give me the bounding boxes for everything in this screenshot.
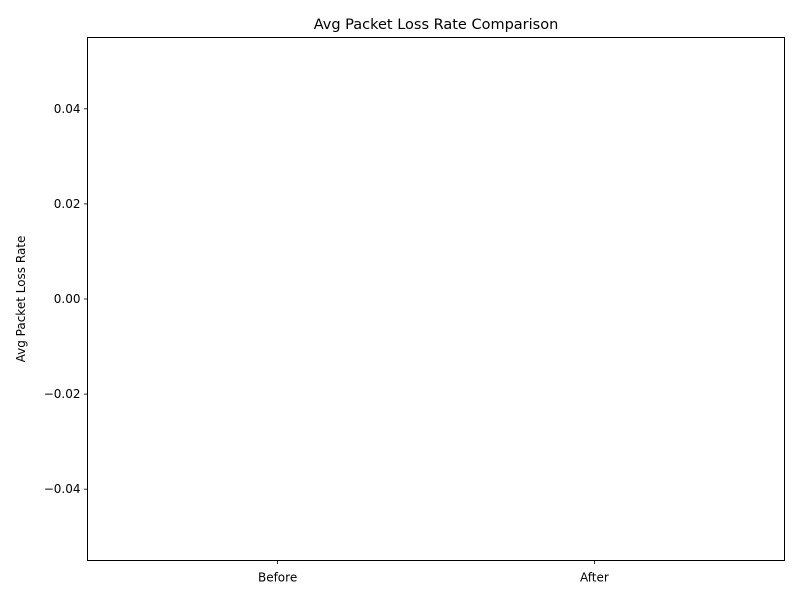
x-axis-ticks: Before After <box>258 560 609 585</box>
y-tick-label: 0.02 <box>54 197 81 211</box>
plot-area-frame <box>87 37 785 561</box>
y-axis-ticks: −0.04 −0.02 0.00 0.02 0.04 <box>44 102 88 496</box>
y-tick-label: −0.04 <box>44 482 81 496</box>
y-tick-label: 0.00 <box>54 292 81 306</box>
y-axis-label: Avg Packet Loss Rate <box>14 236 28 363</box>
x-tick-label: After <box>580 571 609 585</box>
y-tick-label: −0.02 <box>44 387 81 401</box>
y-tick-label: 0.04 <box>54 102 81 116</box>
chart-title: Avg Packet Loss Rate Comparison <box>314 17 559 33</box>
x-tick-label: Before <box>258 571 297 585</box>
